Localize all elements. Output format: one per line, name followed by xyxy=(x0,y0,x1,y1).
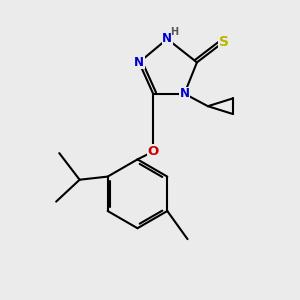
Text: N: N xyxy=(134,56,144,69)
Text: N: N xyxy=(162,32,172,45)
Text: N: N xyxy=(179,87,189,100)
Text: O: O xyxy=(148,145,159,158)
Text: H: H xyxy=(170,27,178,37)
Text: S: S xyxy=(218,35,229,49)
